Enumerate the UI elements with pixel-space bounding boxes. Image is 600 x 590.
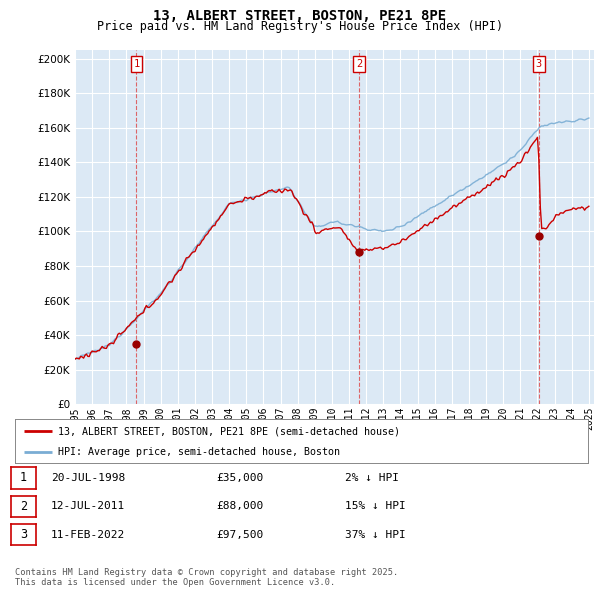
Text: Contains HM Land Registry data © Crown copyright and database right 2025.
This d: Contains HM Land Registry data © Crown c… [15,568,398,587]
Text: 2: 2 [356,59,362,69]
Text: 1: 1 [20,471,27,484]
Text: Price paid vs. HM Land Registry's House Price Index (HPI): Price paid vs. HM Land Registry's House … [97,20,503,33]
Text: 37% ↓ HPI: 37% ↓ HPI [345,530,406,539]
Text: 20-JUL-1998: 20-JUL-1998 [51,473,125,483]
Text: 12-JUL-2011: 12-JUL-2011 [51,502,125,511]
Text: 2% ↓ HPI: 2% ↓ HPI [345,473,399,483]
Text: 13, ALBERT STREET, BOSTON, PE21 8PE: 13, ALBERT STREET, BOSTON, PE21 8PE [154,9,446,23]
Text: 2: 2 [20,500,27,513]
Text: HPI: Average price, semi-detached house, Boston: HPI: Average price, semi-detached house,… [58,447,340,457]
Text: 15% ↓ HPI: 15% ↓ HPI [345,502,406,511]
Text: 13, ALBERT STREET, BOSTON, PE21 8PE (semi-detached house): 13, ALBERT STREET, BOSTON, PE21 8PE (sem… [58,427,400,436]
Text: £97,500: £97,500 [216,530,263,539]
Text: £35,000: £35,000 [216,473,263,483]
Text: 11-FEB-2022: 11-FEB-2022 [51,530,125,539]
Text: 1: 1 [133,59,140,69]
Text: 3: 3 [20,528,27,541]
Text: £88,000: £88,000 [216,502,263,511]
Text: 3: 3 [536,59,542,69]
